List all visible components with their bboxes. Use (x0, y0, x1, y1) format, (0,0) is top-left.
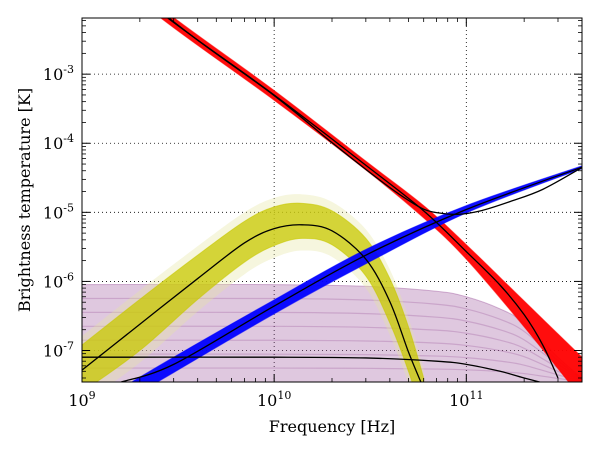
y-tick-exponent: -7 (63, 340, 74, 353)
band-purple-streak (82, 367, 582, 382)
y-tick-exponent: -5 (63, 201, 74, 214)
y-tick-exponent: -6 (63, 270, 74, 283)
y-tick-base: 10 (43, 134, 63, 153)
y-tick-base: 10 (43, 203, 63, 222)
x-tick-label: 1010 (257, 389, 291, 410)
y-tick-label: 10-6 (43, 270, 74, 291)
band-blue (130, 165, 582, 382)
y-tick-exponent: -4 (63, 132, 74, 145)
x-tick-base: 10 (449, 391, 469, 410)
x-tick-exponent: 11 (469, 389, 483, 402)
x-tick-label: 109 (68, 389, 95, 410)
band-yellow (82, 202, 425, 382)
line-synchrotron-curve (166, 18, 559, 379)
y-tick-base: 10 (43, 272, 63, 291)
y-tick-label: 10-4 (43, 132, 74, 153)
line-flat-curve (82, 356, 543, 382)
y-tick-label: 10-3 (43, 63, 74, 84)
y-tick-base: 10 (43, 65, 63, 84)
band-purple-streak (82, 325, 582, 381)
y-tick-exponent: -3 (63, 63, 74, 76)
band-purple-streak (82, 353, 582, 382)
x-tick-base: 10 (257, 391, 277, 410)
band-red (159, 18, 582, 382)
y-tick-label: 10-5 (43, 201, 74, 222)
x-tick-label: 1011 (449, 389, 483, 410)
band-purple-streak (82, 339, 582, 381)
x-tick-exponent: 9 (89, 389, 96, 402)
x-tick-base: 10 (68, 391, 88, 410)
lines (82, 18, 582, 382)
line-spinning-dust-curve (82, 224, 422, 382)
plot-frame (81, 17, 583, 383)
x-tick-exponent: 10 (277, 389, 291, 402)
y-tick-label: 10-7 (43, 340, 74, 361)
x-axis-label: Frequency [Hz] (269, 417, 396, 436)
y-axis-label: Brightness temperature [K] (15, 88, 34, 312)
line-free-free-curve (121, 166, 582, 382)
y-tick-base: 10 (43, 342, 63, 361)
